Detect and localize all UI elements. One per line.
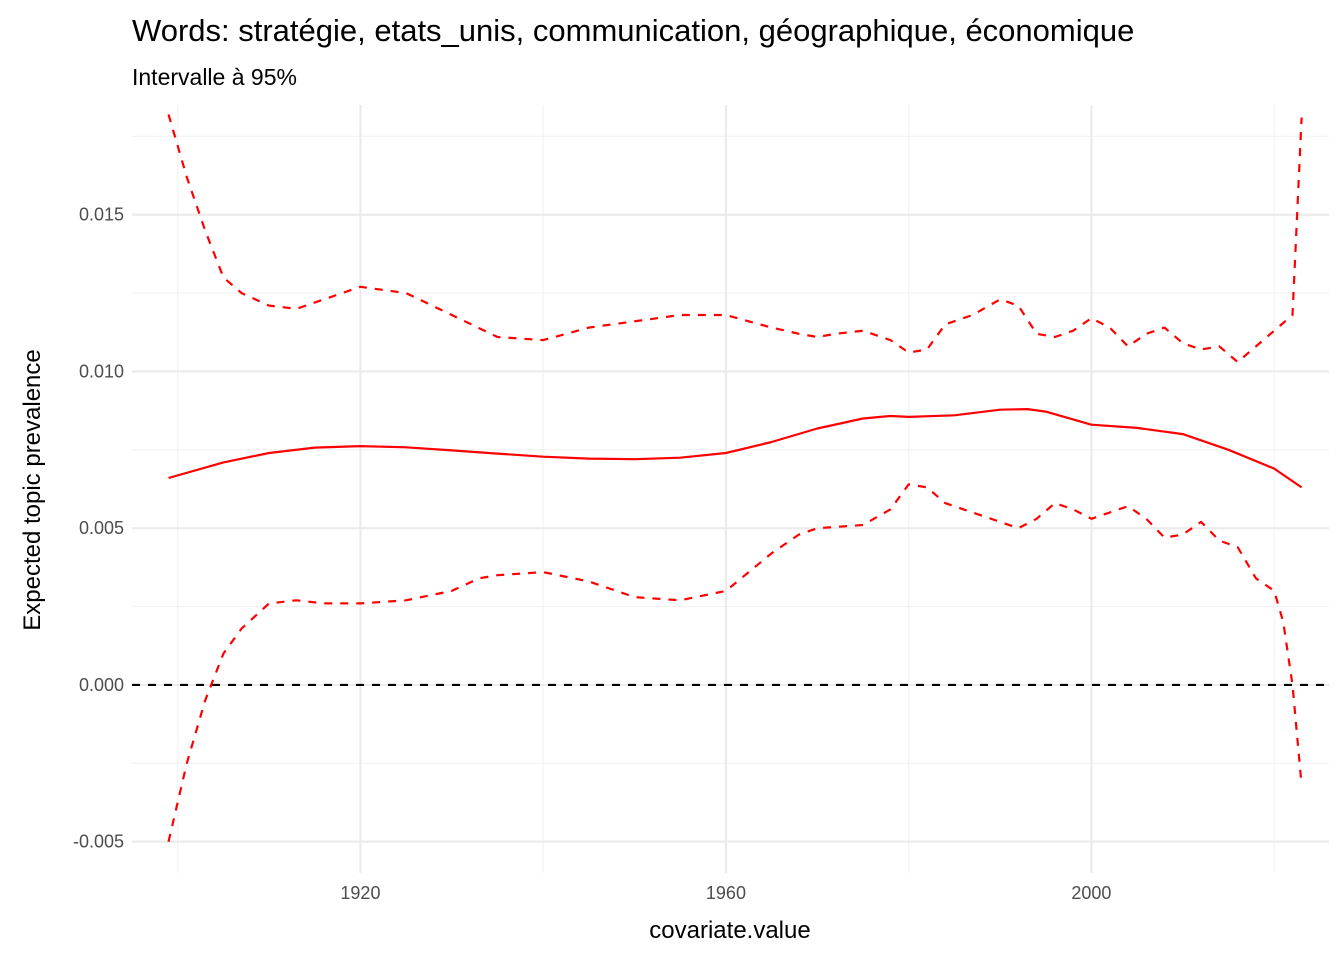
x-axis-title: covariate.value (649, 917, 810, 944)
y-tick-label: 0.005 (79, 518, 124, 538)
lower-ci-line (167, 483, 1303, 842)
upper-ci-line (167, 114, 1303, 364)
y-axis-title: Expected topic prevalence (19, 349, 46, 631)
x-tick-label: 1960 (706, 883, 746, 903)
estimate-line (168, 408, 1303, 489)
y-axis-ticks: -0.005 0.000 0.005 0.010 0.015 (73, 205, 124, 852)
y-tick-label: 0.010 (79, 361, 124, 381)
y-tick-label: -0.005 (73, 832, 124, 852)
series-lines (132, 114, 1329, 842)
x-axis-ticks: 1920 1960 2000 (340, 883, 1111, 903)
y-tick-label: 0.000 (79, 675, 124, 695)
x-tick-label: 2000 (1071, 883, 1111, 903)
gridlines (132, 105, 1329, 873)
chart-subtitle: Intervalle à 95% (132, 64, 297, 90)
x-tick-label: 1920 (340, 883, 380, 903)
y-tick-label: 0.015 (79, 205, 124, 225)
chart-title: Words: stratégie, etats_unis, communicat… (132, 13, 1134, 48)
